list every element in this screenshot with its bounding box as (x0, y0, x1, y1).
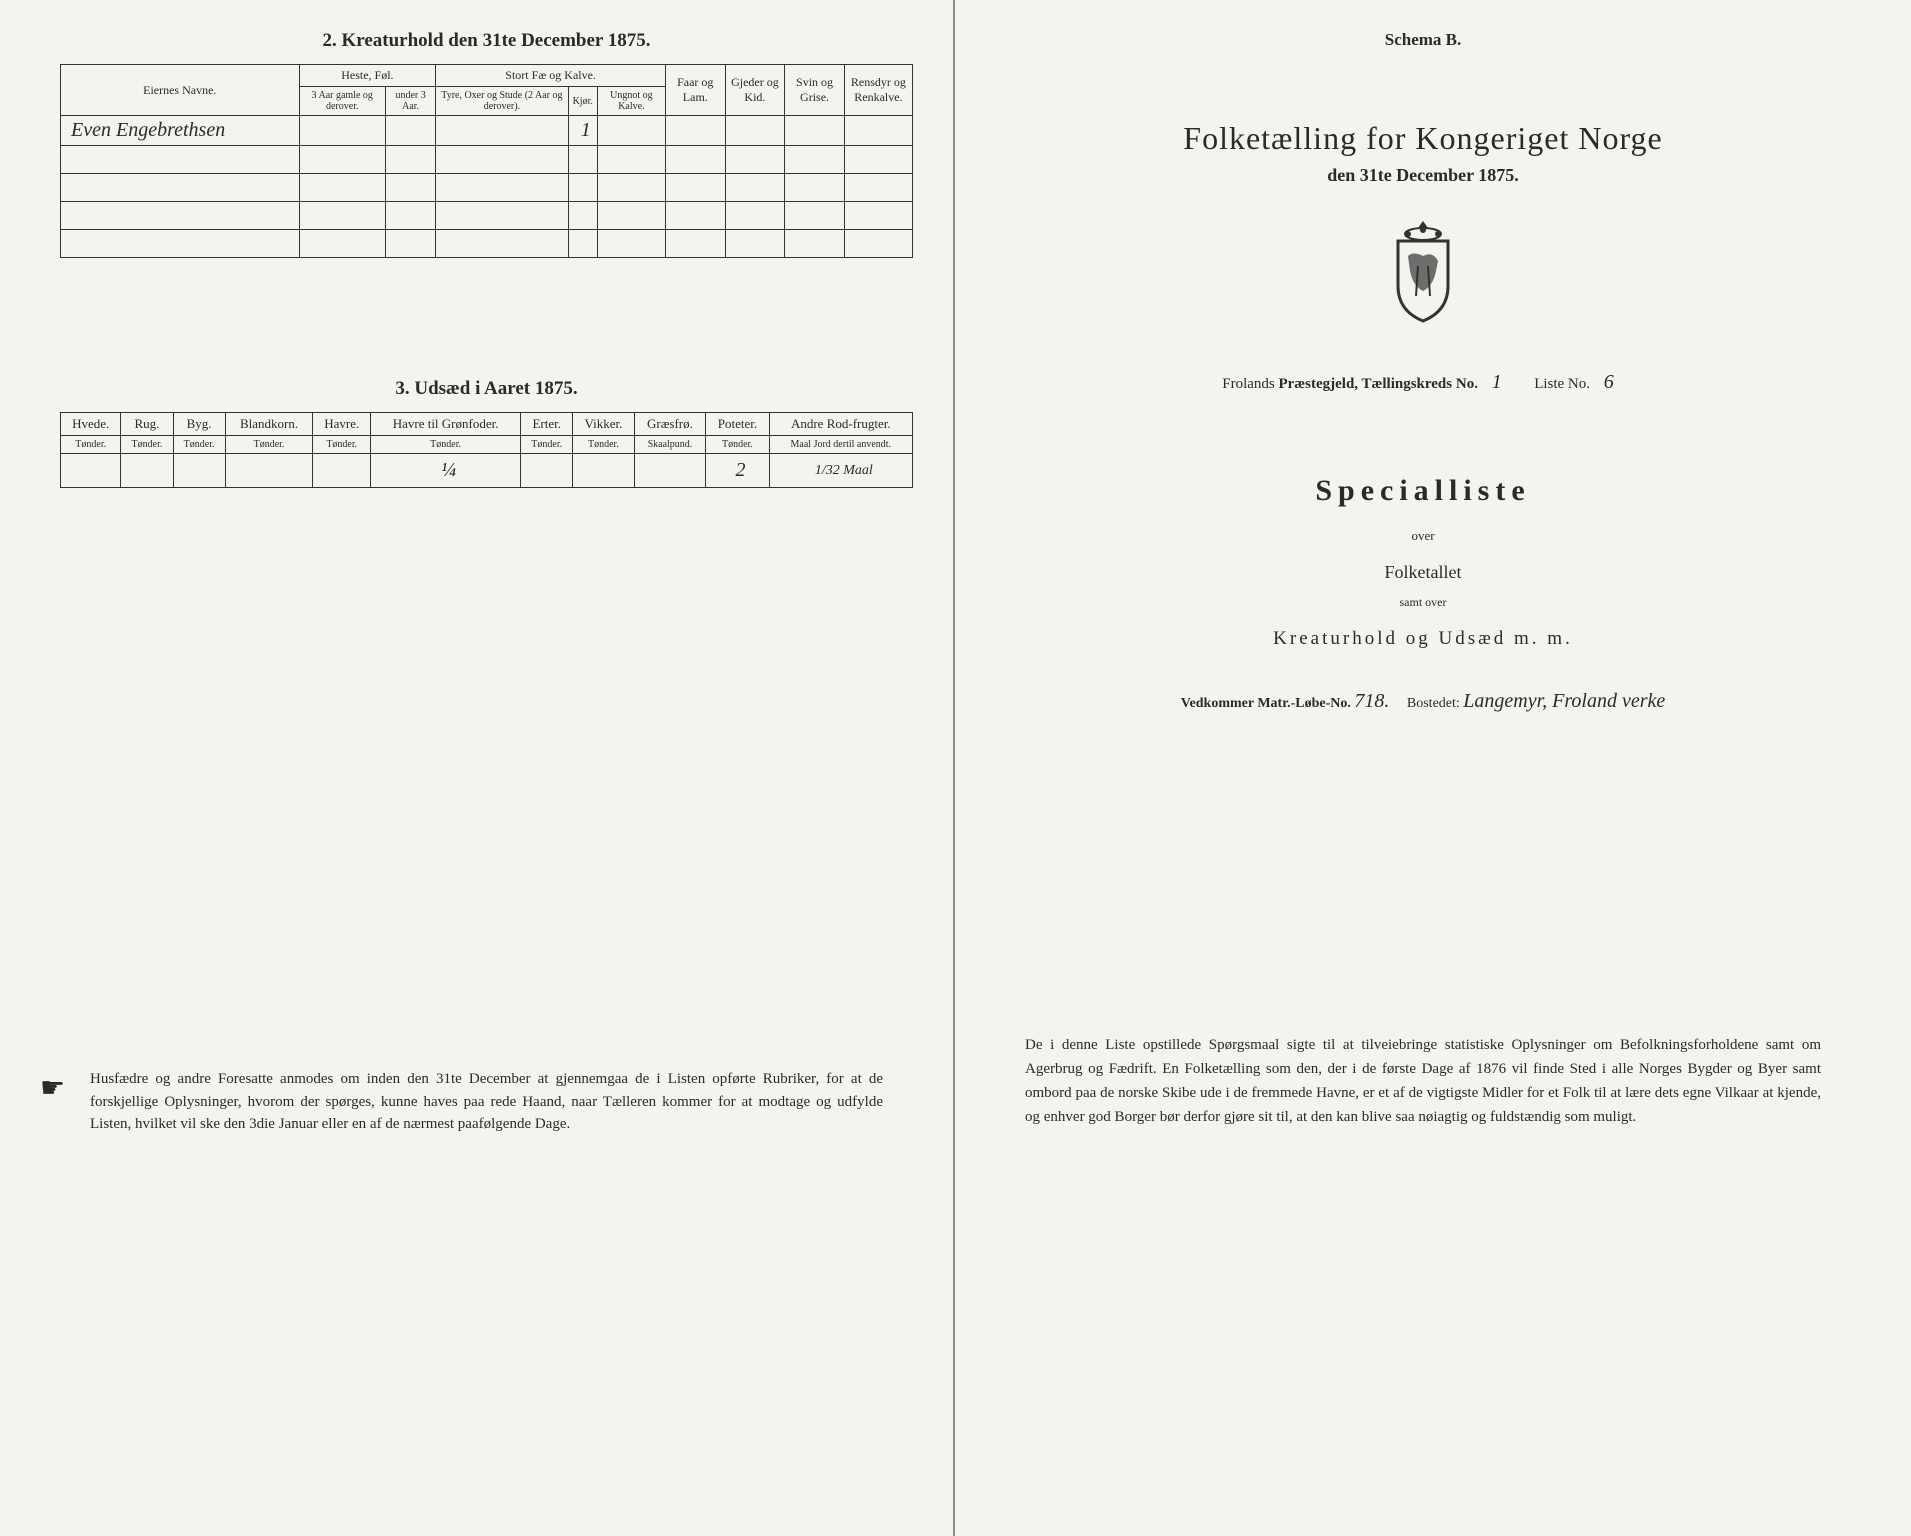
poteter-val: 2 (706, 454, 769, 488)
parish-label: Præstegjeld, Tællingskreds No. (1278, 376, 1477, 392)
parish-line: Frolands Præstegjeld, Tællingskreds No. … (995, 371, 1851, 394)
vedkommer-label: Vedkommer Matr.-Løbe-No. (1181, 696, 1351, 711)
folketallet-label: Folketallet (995, 562, 1851, 583)
footnote-text: Husfædre og andre Foresatte anmodes om i… (90, 1071, 883, 1132)
table-row (61, 202, 913, 230)
pointer-icon: ☛ (40, 1068, 65, 1110)
owner-name: Even Engebrethsen (61, 116, 300, 146)
th-erter: Erter. (521, 413, 573, 436)
section3-title: 3. Udsæd i Aaret 1875. (60, 378, 913, 400)
th-gjeder: Gjeder og Kid. (725, 65, 785, 116)
right-footnote: De i denne Liste opstillede Spørgsmaal s… (995, 1033, 1851, 1129)
kreds-no: 1 (1482, 371, 1512, 394)
left-footnote: ☛ Husfædre og andre Foresatte anmodes om… (60, 1068, 913, 1136)
th-havregron: Havre til Grønfoder. (371, 413, 521, 436)
th-stortfae: Stort Fæ og Kalve. (436, 65, 666, 87)
section2-title: 2. Kreaturhold den 31te December 1875. (60, 30, 913, 52)
bostedet-label: Bostedet: (1407, 696, 1460, 711)
specialliste-title: Specialliste (995, 474, 1851, 508)
havregron-val: ¼ (371, 454, 521, 488)
table-row (61, 174, 913, 202)
th-kjor: Kjør. (568, 87, 597, 116)
th-under3: under 3 Aar. (385, 87, 435, 116)
vedkommer-line: Vedkommer Matr.-Løbe-No. 718. Bostedet: … (995, 690, 1851, 713)
udsaed-table: Hvede. Rug. Byg. Blandkorn. Havre. Havre… (60, 412, 913, 488)
th-graesfro: Græsfrø. (634, 413, 706, 436)
samt-label: samt over (995, 595, 1851, 610)
sub-date: den 31te December 1875. (995, 165, 1851, 186)
th-faar: Faar og Lam. (665, 65, 725, 116)
th-byg: Byg. (173, 413, 225, 436)
main-title: Folketælling for Kongeriget Norge (995, 120, 1851, 157)
schema-b-label: Schema B. (995, 30, 1851, 50)
th-vikker: Vikker. (573, 413, 634, 436)
th-ungnot: Ungnot og Kalve. (597, 87, 665, 116)
parish-prefix: Frolands (1222, 376, 1275, 392)
bostedet-value: Langemyr, Froland verke (1463, 690, 1665, 712)
table-row: Even Engebrethsen 1 (61, 116, 913, 146)
th-blandkorn: Blandkorn. (225, 413, 313, 436)
th-3aar: 3 Aar gamle og derover. (299, 87, 385, 116)
kreaturhold-table: Eiernes Navne. Heste, Føl. Stort Fæ og K… (60, 64, 913, 258)
left-page: 2. Kreaturhold den 31te December 1875. E… (0, 0, 955, 1536)
kjor-val: 1 (568, 116, 597, 146)
matr-no: 718. (1354, 690, 1389, 712)
th-eiernes: Eiernes Navne. (61, 65, 300, 116)
th-andre: Andre Rod-frugter. (769, 413, 912, 436)
th-heste: Heste, Føl. (299, 65, 436, 87)
table-row: ¼ 2 1/32 Maal (61, 454, 913, 488)
th-hvede: Hvede. (61, 413, 121, 436)
liste-no: 6 (1594, 371, 1624, 394)
th-svin: Svin og Grise. (785, 65, 845, 116)
th-rensdyr: Rensdyr og Renkalve. (844, 65, 912, 116)
table-row (61, 146, 913, 174)
th-tyre: Tyre, Oxer og Stude (2 Aar og derover). (436, 87, 568, 116)
table-row (61, 230, 913, 258)
th-havre: Havre. (313, 413, 371, 436)
over-label: over (995, 528, 1851, 544)
right-page: Schema B. Folketælling for Kongeriget No… (955, 0, 1911, 1536)
th-rug: Rug. (121, 413, 173, 436)
th-poteter: Poteter. (706, 413, 769, 436)
andre-val: 1/32 Maal (769, 454, 912, 488)
kreat-label: Kreaturhold og Udsæd m. m. (995, 628, 1851, 650)
coat-of-arms-icon (995, 216, 1851, 331)
liste-label: Liste No. (1534, 376, 1590, 392)
